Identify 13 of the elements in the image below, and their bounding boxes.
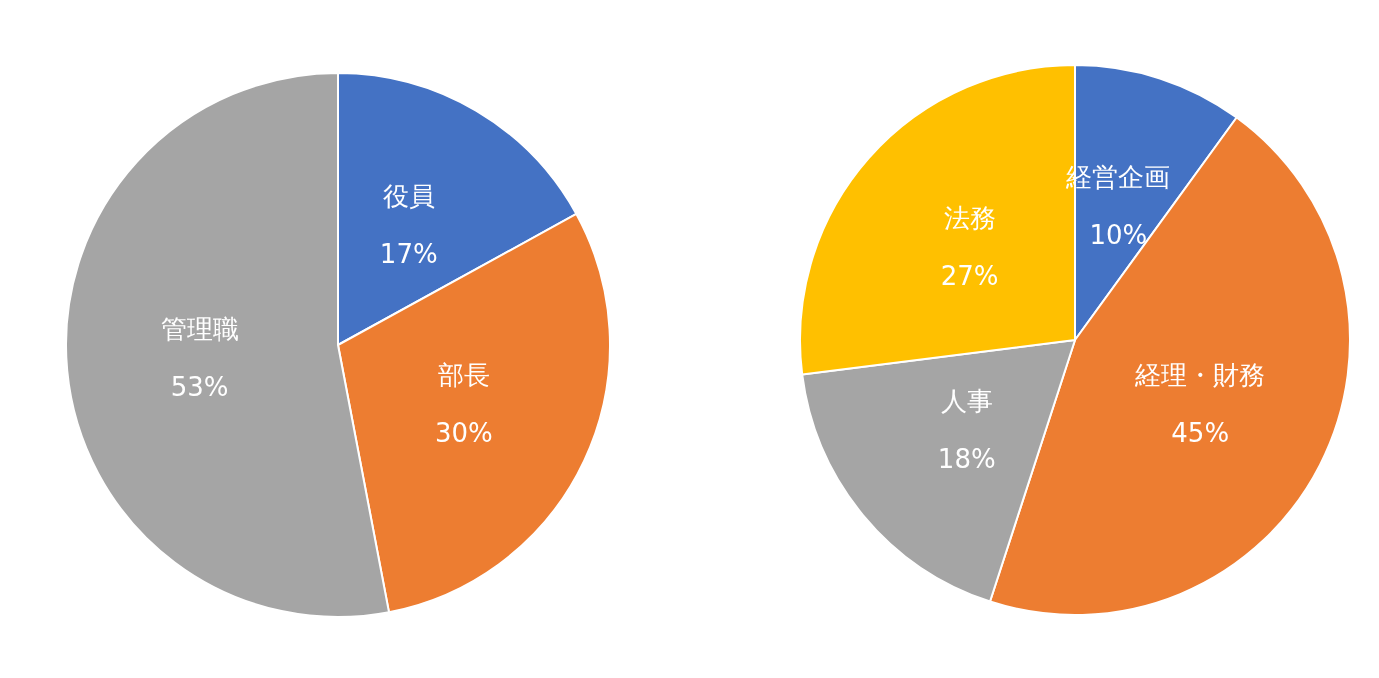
slice-label: 法務 [943, 203, 996, 234]
data-label: 17% [379, 239, 438, 270]
slice-label: 役員 [382, 181, 435, 212]
slice-label: 人事 [940, 385, 993, 416]
data-label: 10% [1089, 220, 1148, 251]
data-label: 18% [937, 443, 996, 474]
data-label: 30% [434, 418, 493, 449]
slice-label: 経理・財務 [1134, 359, 1266, 390]
data-label: 53% [170, 372, 229, 403]
slice-label: 部長 [437, 360, 490, 391]
slice-label: 管理職 [160, 314, 239, 345]
data-label: 27% [940, 261, 999, 292]
data-label: 45% [1171, 417, 1230, 448]
